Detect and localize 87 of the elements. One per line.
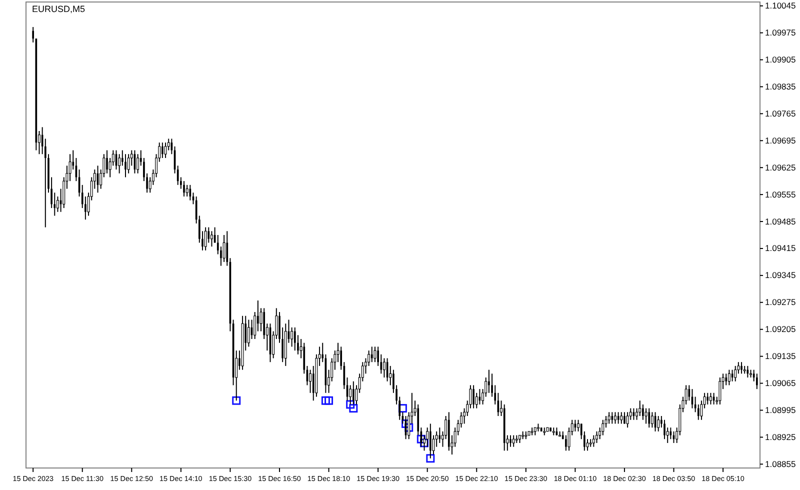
candlestick (756, 373, 758, 390)
y-tick-label: 1.09275 (765, 297, 796, 308)
point (416, 434, 426, 444)
candlestick (638, 400, 642, 417)
y-tick-label: 1.09065 (765, 378, 796, 388)
candlestick (257, 300, 259, 332)
y-tick-label: 1.09905 (765, 54, 796, 64)
chart-title: EURUSD,M5 (32, 4, 86, 14)
y-tick-label: 1.09555 (765, 189, 796, 200)
candlestick (648, 408, 650, 428)
candlestick (666, 427, 669, 444)
candlestick (118, 154, 121, 174)
candlestick (706, 392, 709, 405)
candlestick (294, 326, 296, 352)
candlestick (608, 412, 610, 424)
point (426, 454, 435, 463)
y-tick-label: 1.09975 (765, 28, 796, 38)
candlestick (734, 365, 737, 382)
candlestick (124, 154, 126, 178)
point (324, 396, 334, 405)
candlestick (106, 150, 108, 174)
candlestick (718, 376, 722, 405)
point (402, 419, 410, 428)
candlestick (349, 384, 352, 405)
y-tick-label: 1.09205 (765, 324, 796, 334)
candlestick (186, 184, 188, 197)
point (398, 404, 407, 413)
candlestick (309, 369, 312, 394)
candlestick (725, 373, 728, 386)
candlestick (247, 319, 250, 348)
candlestick (626, 412, 629, 428)
candlestick (374, 346, 376, 363)
y-tick-label: 1.08995 (765, 404, 796, 415)
candlestick (127, 154, 130, 174)
candlestick (728, 369, 730, 386)
candlestick (586, 438, 589, 452)
y-tick-label: 1.09415 (765, 243, 796, 254)
candlestick (510, 434, 512, 448)
y-tick-label: 1.09625 (765, 162, 796, 172)
y-tick-label: 1.09485 (765, 216, 796, 226)
candlestick (430, 423, 432, 459)
candlestick (382, 358, 386, 378)
y-tick-label: 1.08925 (765, 432, 796, 442)
y-tick-label: 1.09765 (765, 108, 796, 118)
point (321, 396, 330, 405)
y-tick-label: 1.08855 (765, 458, 796, 469)
candlestick (740, 362, 742, 374)
candlestick (438, 427, 441, 444)
candlestick (488, 369, 490, 394)
candlestick (162, 142, 164, 158)
candlestick (602, 419, 604, 436)
y-tick-label: 1.09835 (765, 81, 796, 92)
candlestick (664, 419, 666, 440)
y-tick-label: 1.10045 (765, 0, 796, 11)
candlestick (370, 346, 373, 363)
candlestick (614, 412, 616, 424)
point (420, 438, 429, 448)
candlestick (620, 412, 623, 424)
candlestick (596, 430, 598, 444)
point (404, 423, 414, 432)
candlestick (164, 142, 167, 158)
candlestick (208, 226, 210, 244)
candlestick (642, 404, 644, 420)
candlestick (136, 154, 140, 174)
y-tick-label: 1.09345 (765, 270, 796, 280)
candlestick (222, 234, 226, 262)
point (349, 404, 358, 413)
candlestick (512, 434, 515, 448)
candlestick (352, 380, 354, 405)
candlestick (577, 419, 580, 432)
candlestick (210, 230, 213, 248)
point (232, 396, 241, 405)
candlestick (189, 184, 192, 201)
y-tick-label: 1.09135 (765, 351, 796, 362)
candlestick (657, 416, 660, 432)
candlestick (558, 430, 562, 437)
candlestick (204, 226, 207, 251)
candlestick (565, 434, 567, 452)
candlestick (611, 412, 614, 424)
candlestick (183, 180, 185, 197)
candlestick (472, 384, 474, 409)
candlestick (650, 412, 654, 428)
y-tick-label: 1.09695 (765, 135, 796, 146)
candlestick (709, 392, 712, 405)
point (346, 400, 355, 409)
candlestick (592, 434, 595, 448)
candlestick (644, 408, 648, 424)
